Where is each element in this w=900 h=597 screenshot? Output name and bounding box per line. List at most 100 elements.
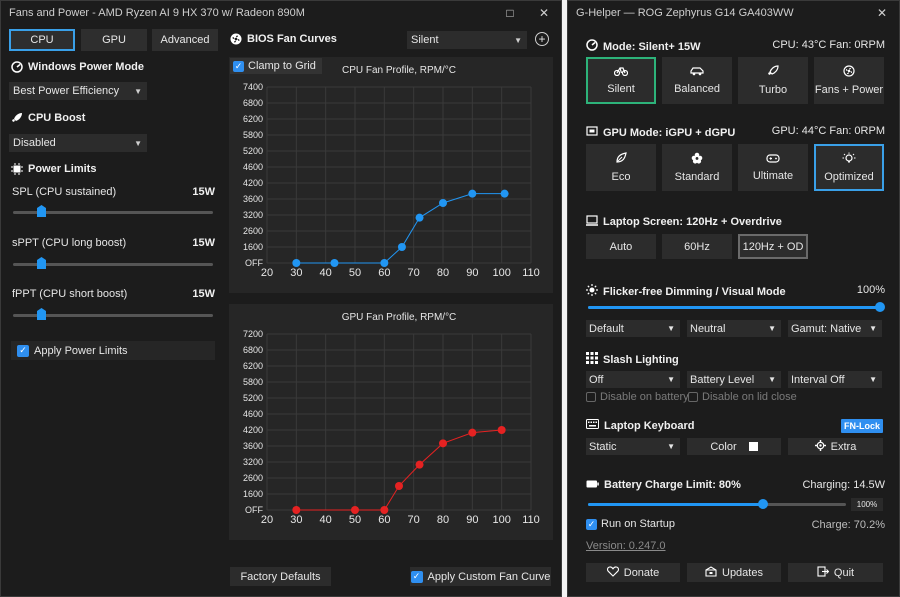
version-link[interactable]: Version: 0.247.0: [586, 540, 666, 552]
screen-auto-button[interactable]: Auto: [586, 234, 656, 259]
gpu-data-point[interactable]: [380, 506, 389, 514]
fppt-slider[interactable]: [13, 308, 213, 320]
dimming-title: Flicker-free Dimming / Visual Mode: [603, 285, 786, 298]
cpu-data-point[interactable]: [468, 189, 477, 198]
mode-silent-button[interactable]: Silent: [586, 57, 656, 104]
chevron-down-icon: ▼: [134, 86, 142, 96]
chevron-down-icon: ▼: [514, 35, 522, 45]
color-temp-select[interactable]: Neutral ▼: [687, 320, 781, 337]
cpu-x-tick-label: 100: [492, 267, 510, 279]
sparkle-bulb-icon: [842, 152, 856, 166]
bicycle-icon: [613, 66, 629, 78]
sppt-slider[interactable]: [13, 257, 213, 269]
gpu-y-tick-label: 5200: [243, 393, 263, 403]
battery-slider-thumb[interactable]: [758, 499, 769, 509]
screen-120hz-od-button[interactable]: 120Hz + OD: [738, 234, 808, 259]
battery-limit-slider[interactable]: [588, 499, 846, 509]
cpu-data-point[interactable]: [415, 213, 424, 222]
tab-advanced[interactable]: Advanced: [152, 29, 218, 51]
donate-button[interactable]: Donate: [586, 563, 680, 582]
maximize-button[interactable]: □: [506, 6, 514, 20]
gpu-x-tick-label: 80: [437, 514, 449, 526]
check-icon: ✓: [17, 344, 29, 357]
fppt-slider-thumb[interactable]: [37, 308, 46, 320]
dimming-slider[interactable]: [588, 302, 885, 312]
gpu-eco-button[interactable]: Eco: [586, 144, 656, 191]
cpu-data-point[interactable]: [380, 259, 389, 267]
cpu-boost-select[interactable]: Disabled ▼: [9, 134, 147, 152]
apply-custom-fan-curve-checkbox[interactable]: ✓ Apply Custom Fan Curve: [410, 567, 551, 586]
mode-fans-power-label: Fans + Power: [814, 84, 884, 96]
slash-interval-select[interactable]: Interval Off ▼: [788, 371, 882, 388]
gpu-status: GPU: 44°C Fan: 0RPM: [771, 125, 885, 137]
gpu-ultimate-button[interactable]: Ultimate: [738, 144, 808, 191]
keyboard-mode-select[interactable]: Static ▼: [586, 438, 680, 455]
tab-cpu[interactable]: CPU: [9, 29, 75, 51]
grid-icon: [586, 352, 598, 367]
gpu-data-point[interactable]: [292, 506, 301, 514]
gpu-optimized-label: Optimized: [824, 171, 874, 183]
cpu-data-point[interactable]: [330, 259, 339, 267]
gpu-fan-chart[interactable]: GPU Fan Profile, RPM/°C OFF 1600 2600 3200 36…: [229, 304, 553, 540]
run-on-startup-checkbox[interactable]: ✓ Run on Startup: [586, 518, 675, 530]
disable-on-lid-label: Disable on lid close: [702, 391, 797, 403]
mode-turbo-button[interactable]: Turbo: [738, 57, 808, 104]
gpu-data-point[interactable]: [415, 460, 424, 469]
close-button[interactable]: ✕: [538, 6, 550, 20]
bios-fan-curves-section: BIOS Fan Curves: [230, 33, 337, 45]
ghelper-window-title: G-Helper — ROG Zephyrus G14 GA403WW: [576, 7, 794, 19]
gpu-data-point[interactable]: [395, 482, 403, 490]
disable-on-battery-checkbox[interactable]: Disable on battery: [586, 391, 689, 403]
gpu-data-point[interactable]: [497, 426, 506, 434]
visual-mode-select[interactable]: Default ▼: [586, 320, 680, 337]
slash-battery-value: Battery Level: [690, 373, 755, 386]
clamp-to-grid-checkbox[interactable]: ✓ Clamp to Grid: [230, 58, 322, 74]
updates-button[interactable]: Updates: [687, 563, 781, 582]
spl-slider[interactable]: [13, 205, 213, 217]
keyboard-color-button[interactable]: Color: [687, 438, 781, 455]
cpu-y-tick-label: OFF: [245, 258, 263, 268]
mode-section: Mode: Silent+ 15W: [586, 39, 701, 54]
power-mode-select[interactable]: Best Power Efficiency ▼: [9, 82, 147, 100]
gpu-standard-button[interactable]: Standard: [662, 144, 732, 191]
keyboard-extra-label: Extra: [830, 440, 857, 453]
disable-on-lid-checkbox[interactable]: Disable on lid close: [688, 391, 797, 403]
gpu-data-point[interactable]: [351, 506, 359, 514]
gpu-data-point[interactable]: [439, 439, 447, 448]
spl-value: 15W: [192, 186, 215, 198]
fn-lock-button[interactable]: FN-Lock: [841, 419, 883, 433]
mode-balanced-button[interactable]: Balanced: [662, 57, 732, 104]
cpu-data-point[interactable]: [439, 199, 447, 207]
cpu-x-tick-label: 80: [437, 267, 449, 279]
dimming-slider-thumb[interactable]: [875, 302, 885, 312]
tab-gpu[interactable]: GPU: [81, 29, 147, 51]
fans-window-title: Fans and Power - AMD Ryzen AI 9 HX 370 w…: [9, 7, 305, 19]
add-circle-icon[interactable]: +: [535, 32, 549, 46]
quit-button[interactable]: Quit: [788, 563, 883, 582]
spl-slider-thumb[interactable]: [37, 205, 46, 217]
cpu-boost-section: CPU Boost: [11, 112, 85, 124]
keyboard-extra-button[interactable]: Extra: [788, 438, 883, 455]
slash-mode-select[interactable]: Off ▼: [586, 371, 680, 388]
cpu-data-point[interactable]: [397, 243, 406, 251]
mode-fans-power-button[interactable]: Fans + Power: [814, 57, 884, 104]
slash-battery-select[interactable]: Battery Level ▼: [687, 371, 781, 388]
gpu-ultimate-label: Ultimate: [752, 170, 794, 182]
factory-defaults-button[interactable]: Factory Defaults: [230, 567, 331, 586]
gear-icon: [814, 439, 826, 454]
cpu-data-point[interactable]: [500, 189, 509, 198]
gamepad-icon: [766, 153, 780, 165]
close-button[interactable]: ✕: [876, 6, 888, 20]
gpu-data-point[interactable]: [468, 428, 477, 437]
cpu-data-point[interactable]: [292, 259, 301, 267]
apply-power-limits-checkbox[interactable]: ✓ Apply Power Limits: [11, 341, 215, 360]
sppt-slider-thumb[interactable]: [37, 257, 46, 269]
gamut-select[interactable]: Gamut: Native ▼: [788, 320, 882, 337]
screen-60hz-button[interactable]: 60Hz: [662, 234, 732, 259]
cpu-fan-chart[interactable]: CPU Fan Profile, RPM/°C OFF 1600 2600 3200 36…: [229, 57, 553, 293]
gpu-optimized-button[interactable]: Optimized: [814, 144, 884, 191]
disable-on-battery-label: Disable on battery: [600, 391, 689, 403]
fan-profile-select[interactable]: Silent ▼: [407, 31, 527, 49]
gamut-value: Gamut: Native: [791, 322, 862, 335]
slash-mode-value: Off: [589, 373, 604, 386]
